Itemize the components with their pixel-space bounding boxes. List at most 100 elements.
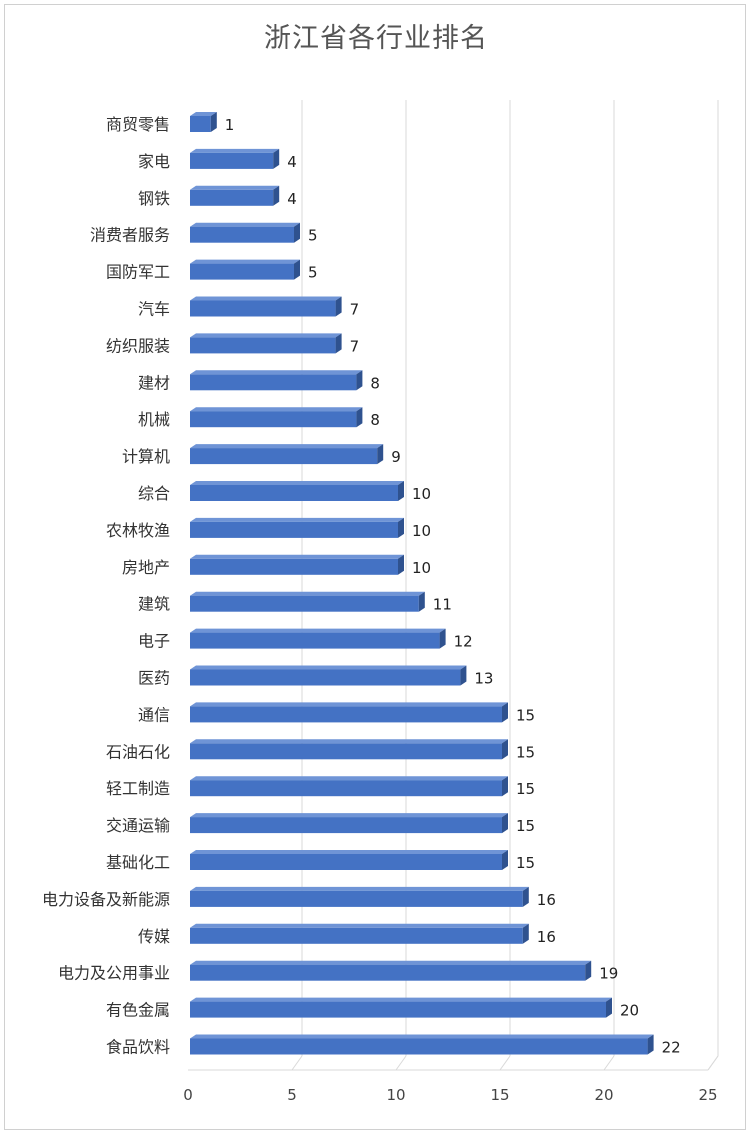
bar-top bbox=[190, 813, 508, 818]
bar-side bbox=[273, 185, 280, 206]
category-label: 纺织服装 bbox=[106, 336, 170, 355]
bar-top bbox=[190, 1034, 654, 1039]
bar bbox=[190, 854, 502, 870]
bar-side bbox=[377, 444, 384, 465]
data-label: 7 bbox=[350, 301, 360, 319]
bar-group bbox=[190, 517, 404, 538]
bar bbox=[190, 632, 440, 649]
bar-side bbox=[418, 591, 425, 612]
bar-group bbox=[190, 112, 217, 132]
bar bbox=[190, 1038, 648, 1055]
bar-group bbox=[190, 739, 508, 760]
gridline-floor bbox=[395, 1055, 407, 1071]
data-label: 8 bbox=[370, 374, 380, 392]
category-label: 房地产 bbox=[122, 558, 170, 577]
bar-top bbox=[190, 370, 363, 375]
category-label: 电子 bbox=[138, 632, 170, 651]
x-tick-label: 25 bbox=[698, 1086, 717, 1104]
bar-group bbox=[190, 481, 404, 501]
bar-top bbox=[190, 185, 280, 190]
bar-top bbox=[190, 776, 508, 781]
data-label: 16 bbox=[537, 891, 556, 909]
gridline-floor bbox=[603, 1055, 615, 1071]
floor-line bbox=[707, 1055, 719, 1071]
bar-top bbox=[190, 444, 384, 449]
x-tick-label: 5 bbox=[287, 1086, 297, 1104]
category-label: 通信 bbox=[138, 705, 170, 724]
bar-side bbox=[398, 481, 404, 501]
bar-top bbox=[190, 296, 342, 301]
bar bbox=[190, 300, 336, 317]
bar-group bbox=[190, 591, 425, 612]
data-label: 9 bbox=[391, 448, 401, 466]
bar bbox=[190, 189, 274, 206]
bar-group bbox=[190, 222, 300, 243]
bar bbox=[190, 374, 357, 391]
category-label: 汽车 bbox=[138, 300, 170, 319]
bar-top bbox=[190, 112, 217, 116]
category-label: 交通运输 bbox=[106, 816, 170, 835]
category-label: 消费者服务 bbox=[90, 226, 170, 245]
bar bbox=[190, 485, 398, 501]
bar-side bbox=[398, 517, 404, 538]
gridline-floor bbox=[499, 1055, 511, 1071]
bar-side bbox=[335, 333, 342, 354]
bar bbox=[190, 1001, 606, 1018]
category-label: 国防军工 bbox=[106, 263, 170, 282]
bar-top bbox=[190, 886, 529, 891]
bar-group bbox=[190, 776, 508, 797]
bar-top bbox=[190, 481, 404, 485]
bar-top bbox=[190, 407, 363, 412]
bar bbox=[190, 558, 398, 575]
bar-top bbox=[190, 222, 300, 227]
bar-side bbox=[502, 702, 508, 723]
data-label: 20 bbox=[620, 1002, 639, 1020]
bar-top bbox=[190, 702, 508, 707]
category-label: 钢铁 bbox=[138, 189, 170, 208]
bar-side bbox=[294, 259, 300, 280]
bar bbox=[190, 595, 419, 612]
bar bbox=[190, 263, 294, 280]
bar bbox=[190, 743, 502, 760]
category-label: 食品饮料 bbox=[106, 1038, 170, 1057]
category-label: 农林牧渔 bbox=[106, 521, 170, 540]
bar-side bbox=[502, 776, 508, 797]
bar-side bbox=[585, 960, 592, 981]
category-label: 建筑 bbox=[138, 595, 170, 614]
data-label: 10 bbox=[412, 522, 431, 540]
bar-side bbox=[398, 554, 404, 575]
bar-top bbox=[190, 960, 592, 965]
data-label: 15 bbox=[516, 780, 535, 798]
category-label: 建材 bbox=[138, 373, 170, 392]
bar-side bbox=[439, 628, 446, 649]
bar-group bbox=[190, 665, 467, 686]
bar-group bbox=[190, 850, 508, 870]
data-label: 16 bbox=[537, 928, 556, 946]
bar-group bbox=[190, 185, 280, 206]
bar-group bbox=[190, 296, 342, 317]
bar bbox=[190, 817, 502, 834]
category-label: 机械 bbox=[138, 410, 170, 429]
bar-group bbox=[190, 407, 363, 428]
bar-group bbox=[190, 554, 404, 575]
bar-top bbox=[190, 850, 508, 854]
bar-group bbox=[190, 370, 363, 391]
bar-top bbox=[190, 517, 404, 522]
bar-group bbox=[190, 960, 592, 981]
x-tick-label: 10 bbox=[386, 1086, 405, 1104]
data-label: 4 bbox=[287, 190, 297, 208]
data-label: 5 bbox=[308, 227, 318, 245]
bar bbox=[190, 152, 274, 169]
data-label: 10 bbox=[412, 559, 431, 577]
bar-side bbox=[522, 923, 529, 944]
bar-side bbox=[356, 407, 363, 428]
bar bbox=[190, 337, 336, 354]
data-label: 15 bbox=[516, 854, 535, 872]
bar bbox=[190, 927, 523, 944]
bar-group bbox=[190, 702, 508, 723]
bar bbox=[190, 226, 294, 243]
x-tick-label: 0 bbox=[183, 1086, 193, 1104]
x-tick-label: 20 bbox=[594, 1086, 613, 1104]
category-label: 轻工制造 bbox=[106, 779, 170, 798]
